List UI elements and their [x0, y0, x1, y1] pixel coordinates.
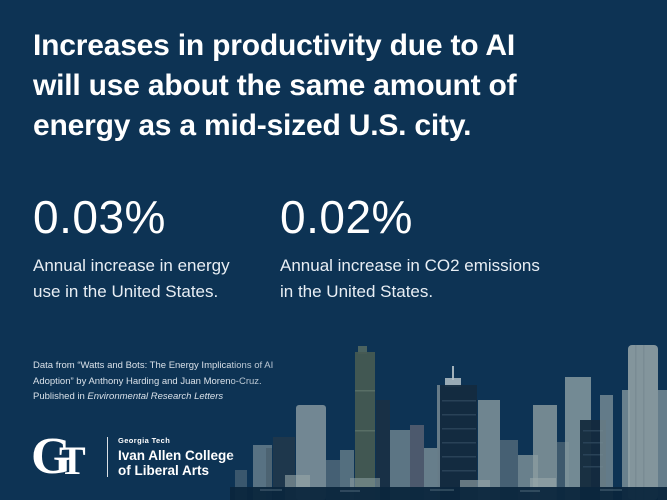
citation-line-3: Published in Environmental Research Lett… — [33, 391, 224, 402]
stat-energy: 0.03% Annual increase in energy use in t… — [33, 193, 230, 305]
city-skyline-illustration — [230, 330, 667, 500]
gt-logo-lockup: G T Georgia Tech Ivan Allen College of L… — [31, 428, 234, 485]
stat-energy-label-line-2: use in the United States. — [33, 282, 219, 301]
headline-line-1: Increases in productivity due to AI — [33, 29, 515, 62]
stat-energy-label-line-1: Annual increase in energy — [33, 256, 230, 275]
headline: Increases in productivity due to AI will… — [33, 26, 653, 146]
logo-divider — [107, 437, 108, 477]
logo-text: Georgia Tech Ivan Allen College of Liber… — [118, 436, 234, 478]
headline-line-3: energy as a mid-sized U.S. city. — [33, 109, 472, 142]
georgia-tech-gt-icon: G T — [31, 428, 86, 485]
stat-energy-value: 0.03% — [33, 191, 166, 243]
stat-co2-label-line-1: Annual increase in CO2 emissions — [280, 256, 540, 275]
stat-co2-value: 0.02% — [280, 191, 413, 243]
stat-co2-label-line-2: in the United States. — [280, 282, 434, 301]
journal-name: Environmental Research Letters — [87, 391, 224, 402]
citation: Data from “Watts and Bots: The Energy Im… — [33, 358, 283, 405]
stat-energy-label: Annual increase in energy use in the Uni… — [33, 253, 230, 305]
logo-college-line-2: of Liberal Arts — [118, 463, 210, 478]
logo-institution: Georgia Tech — [118, 436, 171, 445]
stat-co2-label: Annual increase in CO2 emissions in the … — [280, 253, 540, 305]
logo-college-line-1: Ivan Allen College — [118, 448, 234, 463]
citation-line-1: Data from “Watts and Bots: The Energy Im… — [33, 360, 274, 371]
headline-line-2: will use about the same amount of — [33, 69, 517, 102]
stat-co2: 0.02% Annual increase in CO2 emissions i… — [280, 193, 540, 305]
citation-line-2: Adoption” by Anthony Harding and Juan Mo… — [33, 375, 262, 387]
